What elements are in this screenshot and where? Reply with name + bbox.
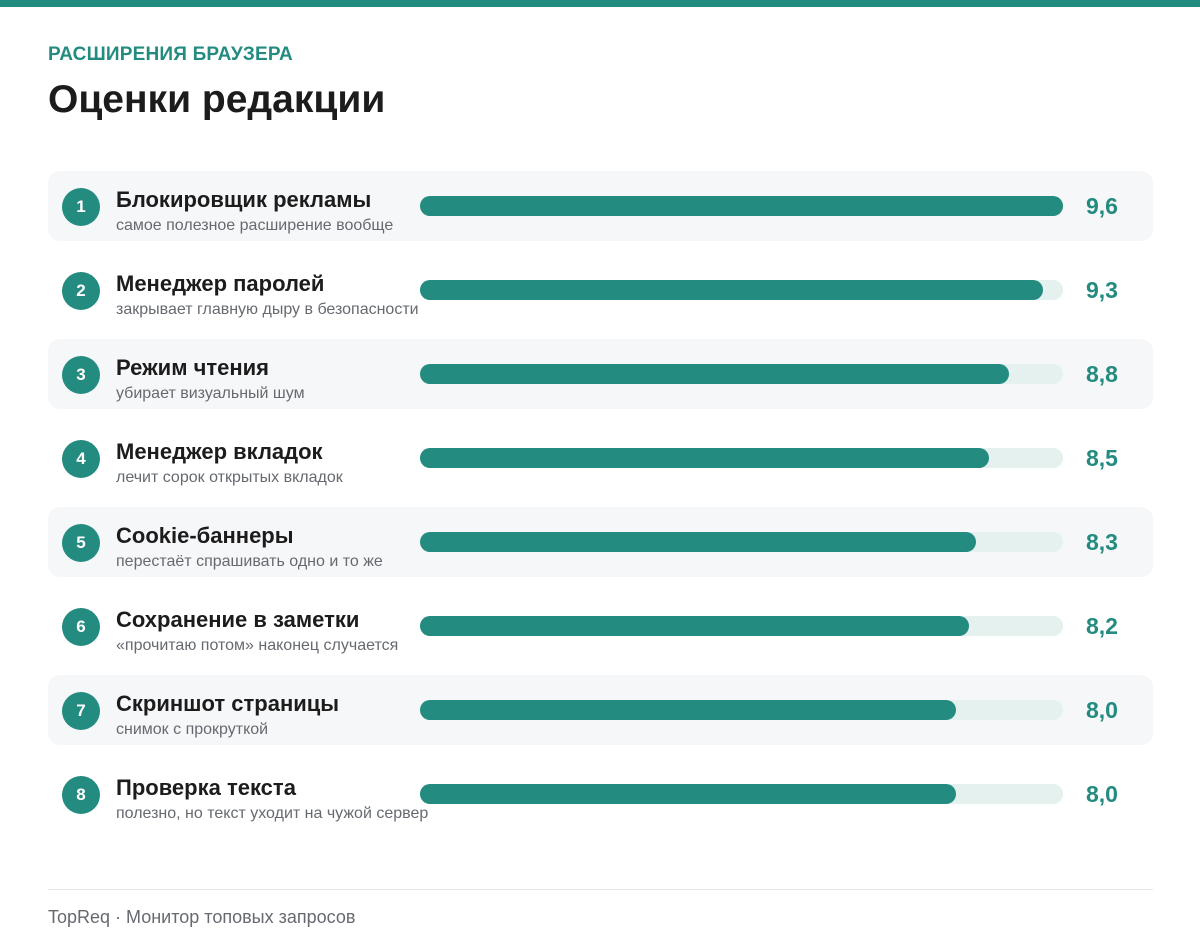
rating-row: 6 Сохранение в заметки «прочитаю потом» … <box>48 591 1153 661</box>
rating-row: 1 Блокировщик рекламы самое полезное рас… <box>48 171 1153 241</box>
score-label: 8,5 <box>1086 445 1118 471</box>
bar-track <box>420 196 1063 216</box>
bar-fill <box>420 448 990 468</box>
rank-badge: 2 <box>62 272 100 310</box>
bar-track <box>420 280 1063 300</box>
bar-track <box>420 700 1063 720</box>
extension-name: Режим чтения <box>116 355 270 380</box>
rank-badge: 7 <box>62 692 100 730</box>
extension-note: самое полезное расширение вообще <box>116 217 394 234</box>
bar-track <box>420 616 1063 636</box>
score-label: 8,8 <box>1086 361 1118 387</box>
score-label: 8,0 <box>1086 697 1118 723</box>
rank-badge: 3 <box>62 356 100 394</box>
bar-fill <box>420 616 970 636</box>
rank-badge: 8 <box>62 776 100 814</box>
bar-track <box>420 784 1063 804</box>
extension-note: лечит сорок открытых вкладок <box>116 469 343 486</box>
bar-fill <box>420 280 1043 300</box>
bar-fill <box>420 784 956 804</box>
rank-badge: 4 <box>62 440 100 478</box>
extension-note: снимок с прокруткой <box>116 721 269 738</box>
rating-row: 2 Менеджер паролей закрывает главную дыр… <box>48 255 1153 325</box>
extension-note: перестаёт спрашивать одно и то же <box>116 553 383 570</box>
rank-badge: 6 <box>62 608 100 646</box>
rank-badge: 1 <box>62 188 100 226</box>
ratings-chart: 1 Блокировщик рекламы самое полезное рас… <box>48 171 1153 843</box>
rating-row: 4 Менеджер вкладок лечит сорок открытых … <box>48 423 1153 493</box>
extension-note: «прочитаю потом» наконец случается <box>116 637 399 654</box>
bar-track <box>420 448 1063 468</box>
extension-name: Менеджер паролей <box>116 271 325 296</box>
score-label: 8,3 <box>1086 529 1118 555</box>
extension-note: закрывает главную дыру в безопасности <box>116 301 419 318</box>
extension-note: убирает визуальный шум <box>116 385 305 402</box>
score-label: 9,3 <box>1086 277 1118 303</box>
footer-divider <box>48 889 1153 890</box>
rating-row: 8 Проверка текста полезно, но текст уход… <box>48 759 1153 829</box>
bar-track <box>420 532 1063 552</box>
rank-badge: 5 <box>62 524 100 562</box>
bar-fill <box>420 700 956 720</box>
extension-note: полезно, но текст уходит на чужой сервер <box>116 805 429 822</box>
page-title: Оценки редакции <box>48 78 386 121</box>
extension-name: Менеджер вкладок <box>116 439 323 464</box>
extension-name: Сохранение в заметки <box>116 607 360 632</box>
score-label: 8,2 <box>1086 613 1118 639</box>
extension-name: Блокировщик рекламы <box>116 187 372 212</box>
rating-row: 7 Скриншот страницы снимок с прокруткой … <box>48 675 1153 745</box>
extension-name: Проверка текста <box>116 775 296 800</box>
bar-track <box>420 364 1063 384</box>
score-label: 8,0 <box>1086 781 1118 807</box>
rating-row: 5 Cookie-баннеры перестаёт спрашивать од… <box>48 507 1153 577</box>
bar-fill <box>420 196 1063 216</box>
rating-row: 3 Режим чтения убирает визуальный шум 8,… <box>48 339 1153 409</box>
score-label: 9,6 <box>1086 193 1118 219</box>
bar-fill <box>420 532 976 552</box>
bar-fill <box>420 364 1010 384</box>
extension-name: Скриншот страницы <box>116 691 340 716</box>
section-kicker: РАСШИРЕНИЯ БРАУЗЕРА <box>48 44 293 65</box>
extension-name: Cookie-баннеры <box>116 523 294 548</box>
footer-credit: TopReq · Монитор топовых запросов <box>48 907 356 927</box>
top-accent-bar <box>0 0 1200 7</box>
